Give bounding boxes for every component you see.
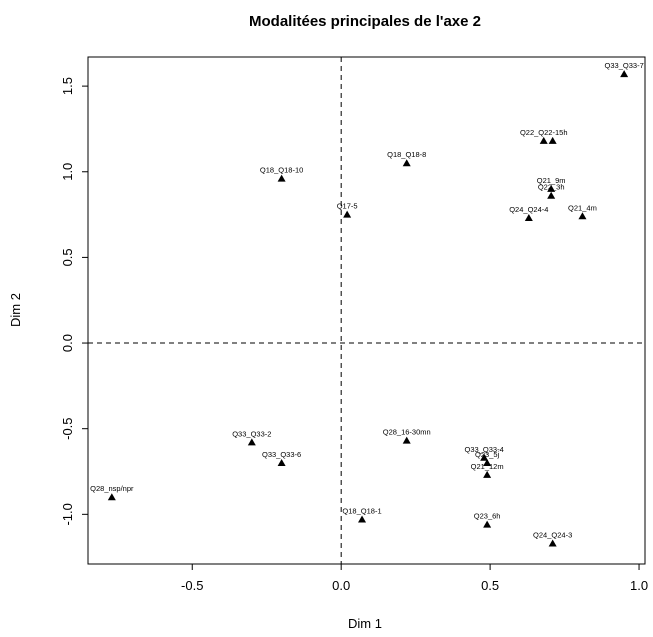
data-point-marker (483, 520, 492, 528)
data-point-label: Q21_4m (568, 203, 597, 212)
data-point-label: Q23_6h (474, 512, 501, 521)
data-point-marker (547, 191, 556, 199)
x-tick-label: 1.0 (630, 578, 648, 593)
data-point-marker (539, 136, 548, 144)
data-point-label: Q28_16-30mn (383, 428, 431, 437)
chart-title: Modalitées principales de l'axe 2 (249, 13, 481, 30)
x-tick-label: 0.5 (481, 578, 499, 593)
data-point-marker (358, 515, 367, 523)
data-point-marker (480, 453, 489, 461)
y-tick-label: -1.0 (60, 503, 75, 525)
data-point-marker (402, 159, 411, 167)
y-tick-label: 0.5 (60, 248, 75, 266)
data-point-label: Q24_Q24-3 (533, 530, 572, 539)
data-point-marker (402, 436, 411, 444)
x-tick-label: -0.5 (181, 578, 203, 593)
data-point-label: Q18_Q18-1 (342, 506, 381, 515)
data-point-marker (578, 212, 587, 220)
data-point-marker (547, 184, 556, 192)
data-point-marker (107, 493, 116, 501)
data-point-marker (483, 470, 492, 478)
x-axis-label: Dim 1 (348, 616, 382, 631)
data-points: Q33_Q33-7 Q22_Q22-15h Q18_Q18-8 Q18_Q18-10 Q… (90, 61, 644, 547)
data-point-label: Q28_nsp/npr (90, 484, 134, 493)
data-point-marker (343, 210, 352, 218)
y-tick-label: 1.0 (60, 163, 75, 181)
y-tick-label: 0.0 (60, 334, 75, 352)
data-point-label: Q33_Q33-6 (262, 450, 301, 459)
data-point-label: Q21_9m (537, 176, 566, 185)
data-point-label: Q18_Q18-8 (387, 150, 426, 159)
data-point-label: Q22_Q22-15h (520, 128, 568, 137)
data-point-label: Q24_Q24-4 (509, 205, 548, 214)
y-axis: -1.0 -0.5 0.0 0.5 1.0 1.5 (60, 77, 89, 526)
data-point-label: Q21_12m (471, 462, 504, 471)
y-tick-label: -0.5 (60, 417, 75, 439)
data-point-label: Q18_Q18-10 (260, 166, 303, 175)
data-point-label: Q17-5 (337, 202, 358, 211)
data-point-label: Q33_Q33-7 (605, 61, 644, 70)
data-point-label: Q22_3h (538, 183, 565, 192)
data-point-marker (247, 438, 256, 446)
data-point-marker (483, 458, 492, 466)
data-point-marker (277, 174, 286, 182)
x-tick-label: 0.0 (332, 578, 350, 593)
data-point-marker (548, 539, 557, 547)
data-point-marker (620, 70, 629, 78)
data-point-marker (524, 214, 533, 222)
data-point-label: Q33_Q33-2 (232, 429, 271, 438)
data-point-label: Q23_5j (475, 450, 500, 459)
x-axis: -0.5 0.0 0.5 1.0 (181, 563, 648, 593)
y-axis-label: Dim 2 (8, 293, 23, 327)
data-point-label: Q33_Q33-4 (465, 445, 504, 454)
y-tick-label: 1.5 (60, 77, 75, 95)
data-point-marker (548, 136, 557, 144)
reference-lines (88, 57, 645, 564)
data-point-marker (277, 458, 286, 466)
